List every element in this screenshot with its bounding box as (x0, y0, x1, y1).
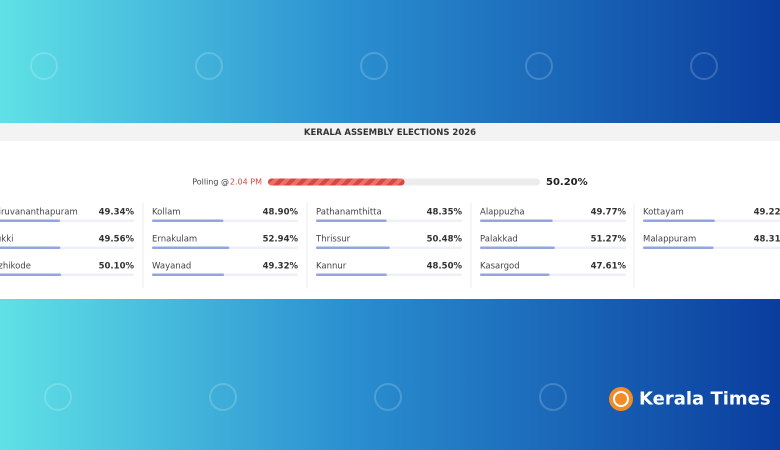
watermarks (30, 52, 718, 411)
district-name: Kottayam (643, 208, 684, 218)
brand-name: Kerala Times (639, 389, 771, 410)
district-bar (0, 219, 61, 222)
polling-label: Polling @ (192, 178, 229, 187)
district-bar (643, 246, 714, 249)
polling-turnout: 50.20% (546, 177, 588, 188)
district-bar (480, 219, 553, 222)
district-turnout: 47.61% (591, 262, 627, 272)
column-separators (142, 203, 635, 288)
district-turnout: 50.10% (99, 262, 135, 272)
district-turnout: 48.50% (427, 262, 463, 272)
polling-time: 2.04 PM (230, 178, 262, 187)
district-bar (152, 219, 224, 222)
district-bar (480, 246, 555, 249)
district-bar (152, 246, 230, 249)
district-name: Malappuram (643, 235, 696, 245)
district-bar (480, 273, 550, 276)
district-name: Pathanamthitta (316, 208, 382, 218)
district-name: Wayanad (152, 262, 191, 272)
district-turnout: 49.32% (263, 262, 299, 272)
district-name: Ernakulam (152, 235, 197, 245)
widget-panel (0, 123, 780, 299)
district-name: Kozhikode (0, 262, 31, 272)
district-bar (152, 273, 225, 276)
district-turnout: 49.22% (754, 208, 780, 218)
district-bar (0, 273, 62, 276)
district-name: Kasargod (480, 262, 520, 272)
district-name: Thiruvananthapuram (0, 208, 78, 218)
progress-fill (268, 178, 405, 186)
district-turnout: 50.48% (427, 235, 463, 245)
district-bar (0, 246, 61, 249)
district-name: Kollam (152, 208, 181, 218)
district-bar (316, 246, 390, 249)
district-turnout: 49.77% (591, 208, 627, 218)
district-turnout: 48.35% (427, 208, 463, 218)
district-bar (316, 219, 387, 222)
district-name: Palakkad (480, 235, 518, 245)
district-turnout: 49.34% (99, 208, 135, 218)
district-turnout: 49.56% (99, 235, 135, 245)
brand-logo (609, 387, 633, 411)
district-bar (316, 273, 387, 276)
widget-title: KERALA ASSEMBLY ELECTIONS 2026 (304, 128, 476, 138)
district-name: Thrissur (315, 235, 351, 245)
brand-logo-ring (613, 391, 629, 407)
district-turnout: 48.90% (263, 208, 299, 218)
district-turnout: 51.27% (591, 235, 627, 245)
district-turnout: 48.31% (754, 235, 780, 245)
district-turnout: 52.94% (263, 235, 299, 245)
district-bar (643, 219, 715, 222)
district-name: Alappuzha (480, 208, 525, 218)
district-name: Kannur (316, 262, 347, 272)
district-name: Idukki (0, 235, 14, 245)
title-strip (0, 123, 780, 141)
